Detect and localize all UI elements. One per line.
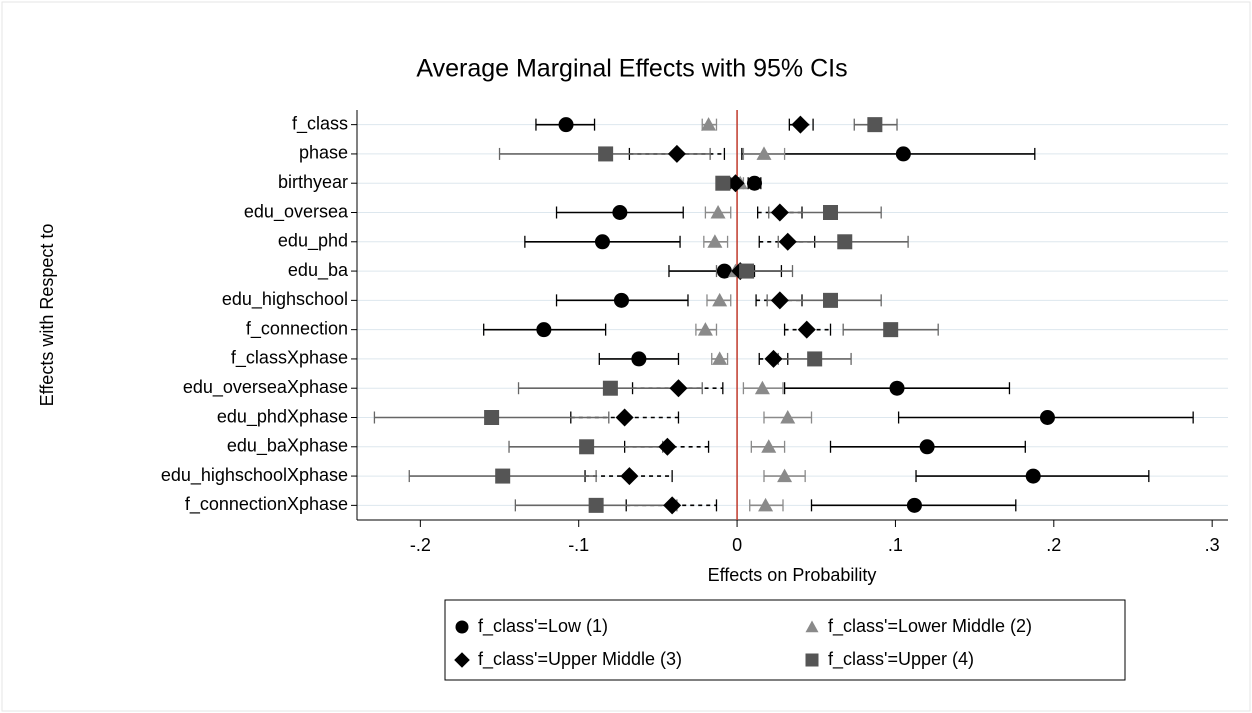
marker [739, 263, 755, 279]
marker [594, 234, 610, 250]
legend-marker [454, 652, 470, 668]
marker [710, 205, 726, 219]
y-tick-label: edu_ba [288, 260, 349, 281]
marker [707, 234, 723, 248]
marker [536, 322, 552, 338]
marker [579, 439, 595, 455]
marker [770, 203, 789, 222]
marker [615, 408, 634, 427]
marker [620, 467, 639, 486]
y-tick-label: f_classXphase [231, 348, 348, 369]
y-tick-label: edu_highschool [222, 289, 348, 310]
marker [1039, 410, 1055, 425]
y-tick-label: edu_baXphase [227, 436, 348, 457]
x-tick-label: .2 [1046, 535, 1061, 555]
marker [919, 439, 935, 455]
marker [715, 175, 731, 191]
marker [780, 410, 796, 424]
marker [495, 468, 511, 484]
legend-label: f_class'=Upper (4) [828, 649, 974, 670]
y-tick-label: f_class [292, 113, 348, 134]
marker [1025, 468, 1041, 484]
y-tick-label: edu_highschoolXphase [161, 465, 348, 486]
y-tick-label: edu_phd [278, 231, 348, 252]
marker [867, 117, 883, 133]
marker [761, 439, 777, 453]
marker [758, 497, 774, 512]
x-tick-label: -.1 [568, 535, 589, 555]
x-tick-label: .3 [1205, 535, 1220, 555]
x-tick-label: .1 [888, 535, 903, 555]
marker [712, 292, 728, 307]
marker [612, 205, 628, 220]
marker [631, 351, 647, 367]
x-axis-title: Effects on Probability [708, 565, 877, 585]
marker [663, 496, 682, 515]
marker [669, 379, 688, 398]
x-tick-label: -.2 [410, 535, 431, 555]
y-tick-label: birthyear [278, 172, 348, 192]
y-tick-label: f_connectionXphase [185, 494, 348, 515]
marker [883, 322, 899, 338]
x-tick-label: 0 [732, 535, 742, 555]
y-tick-label: edu_oversea [244, 201, 349, 222]
legend [444, 599, 1126, 681]
marker [791, 115, 810, 134]
y-axis-title: Effects with Respect to [37, 224, 57, 407]
legend-marker [805, 620, 819, 633]
marker [777, 468, 793, 483]
marker [658, 437, 677, 456]
marker [889, 380, 905, 396]
legend-label: f_class'=Low (1) [478, 616, 608, 637]
marker [797, 320, 816, 339]
legend-label: f_class'=Upper Middle (3) [478, 649, 682, 670]
marker [667, 144, 686, 163]
legend-label: f_class'=Lower Middle (2) [828, 616, 1032, 637]
marker [726, 174, 745, 193]
marker [823, 205, 839, 220]
chart-title: Average Marginal Effects with 95% CIs [416, 55, 847, 83]
marker [778, 232, 797, 251]
marker [764, 349, 783, 368]
marker [602, 380, 618, 396]
marker [823, 292, 839, 308]
legend-marker [455, 620, 469, 634]
y-tick-label: edu_overseaXphase [183, 377, 348, 398]
marker [756, 146, 772, 160]
marker [697, 322, 713, 336]
y-tick-label: phase [299, 143, 348, 163]
marker [716, 263, 732, 279]
marker [746, 175, 762, 191]
legend-marker [805, 653, 819, 667]
marker [770, 291, 789, 310]
marker [807, 351, 823, 367]
marker [484, 410, 500, 425]
y-tick-label: edu_phdXphase [217, 406, 348, 427]
marker [558, 117, 574, 133]
marker [588, 497, 604, 513]
marker [701, 117, 717, 131]
marker [613, 292, 629, 308]
marker [754, 380, 770, 395]
marker [598, 146, 614, 162]
marker [712, 351, 728, 365]
marker [906, 497, 922, 513]
y-tick-label: f_connection [246, 318, 348, 339]
marker [837, 234, 853, 250]
marker [895, 146, 911, 162]
